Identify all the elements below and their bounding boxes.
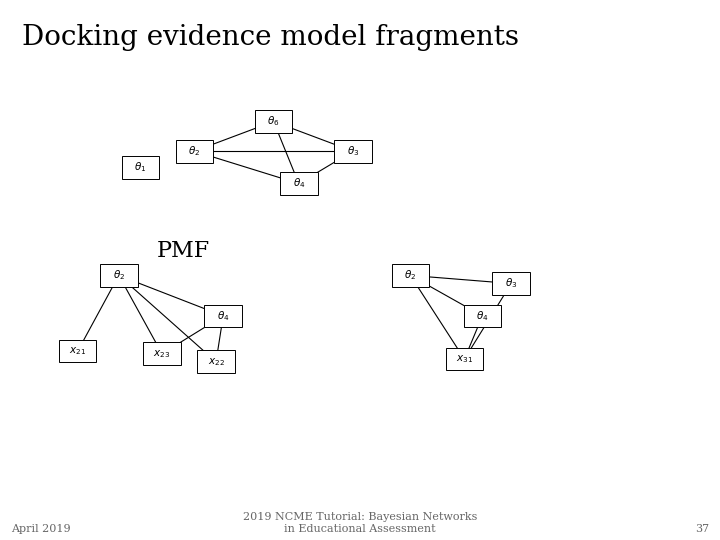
Text: 37: 37 bbox=[695, 523, 709, 534]
FancyBboxPatch shape bbox=[280, 172, 318, 195]
FancyBboxPatch shape bbox=[464, 305, 501, 327]
Text: $x_{22}$: $x_{22}$ bbox=[207, 356, 225, 368]
FancyBboxPatch shape bbox=[255, 110, 292, 133]
Text: $\theta_{3}$: $\theta_{3}$ bbox=[505, 276, 518, 291]
Text: $\theta_{2}$: $\theta_{2}$ bbox=[113, 268, 125, 282]
FancyBboxPatch shape bbox=[204, 305, 242, 327]
Text: $\theta_{6}$: $\theta_{6}$ bbox=[267, 114, 280, 129]
Text: Docking evidence model fragments: Docking evidence model fragments bbox=[22, 24, 518, 51]
Text: $x_{23}$: $x_{23}$ bbox=[153, 348, 171, 360]
Text: $\theta_{2}$: $\theta_{2}$ bbox=[189, 144, 200, 158]
FancyBboxPatch shape bbox=[446, 348, 483, 370]
Text: $\theta_{2}$: $\theta_{2}$ bbox=[405, 268, 416, 282]
Text: $\theta_{4}$: $\theta_{4}$ bbox=[476, 309, 489, 323]
FancyBboxPatch shape bbox=[143, 342, 181, 365]
Text: 2019 NCME Tutorial: Bayesian Networks
in Educational Assessment: 2019 NCME Tutorial: Bayesian Networks in… bbox=[243, 512, 477, 534]
FancyBboxPatch shape bbox=[100, 264, 138, 287]
Text: $x_{21}$: $x_{21}$ bbox=[69, 345, 86, 357]
Text: $\theta_{4}$: $\theta_{4}$ bbox=[292, 177, 305, 191]
FancyBboxPatch shape bbox=[492, 272, 530, 295]
Text: $\theta_{3}$: $\theta_{3}$ bbox=[346, 144, 359, 158]
FancyBboxPatch shape bbox=[122, 156, 159, 179]
FancyBboxPatch shape bbox=[197, 350, 235, 373]
Text: $\theta_{1}$: $\theta_{1}$ bbox=[134, 160, 147, 174]
FancyBboxPatch shape bbox=[392, 264, 429, 287]
Text: $x_{31}$: $x_{31}$ bbox=[456, 353, 473, 365]
Text: PMF: PMF bbox=[157, 240, 210, 262]
Text: April 2019: April 2019 bbox=[11, 523, 71, 534]
FancyBboxPatch shape bbox=[59, 340, 96, 362]
FancyBboxPatch shape bbox=[334, 140, 372, 163]
FancyBboxPatch shape bbox=[176, 140, 213, 163]
Text: $\theta_{4}$: $\theta_{4}$ bbox=[217, 309, 230, 323]
